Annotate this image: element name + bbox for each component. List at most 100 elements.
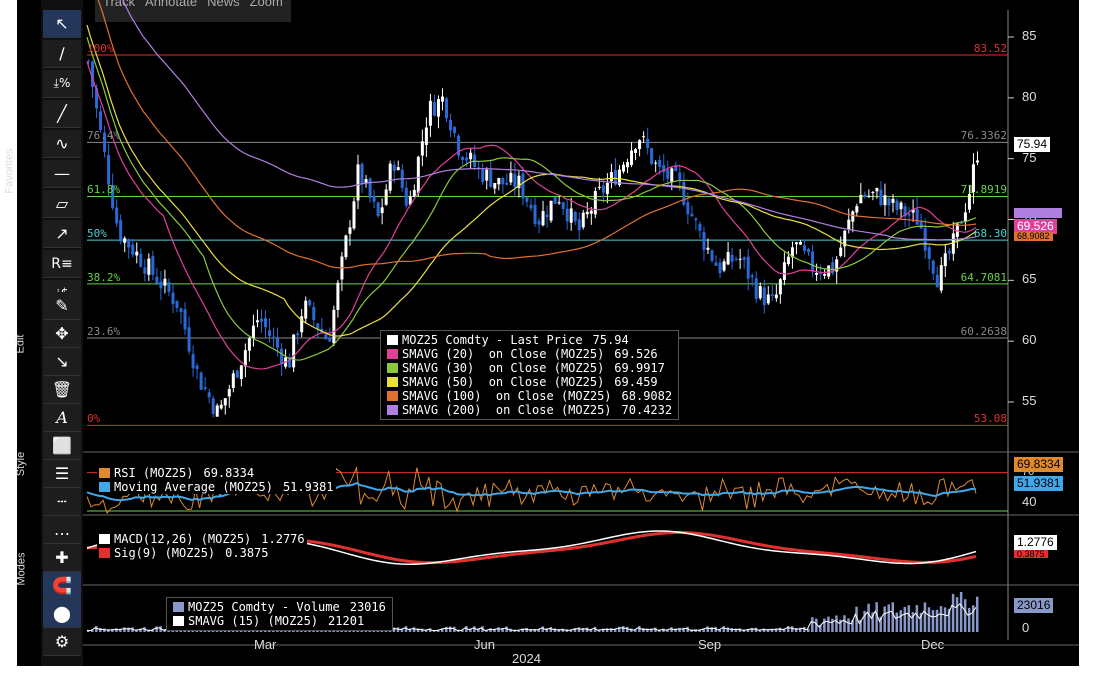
settings-gear-icon[interactable]: ⚙: [43, 628, 81, 656]
move-icon[interactable]: ✥: [43, 320, 81, 348]
legend-label: MOZ25 Comdty - Last Price: [402, 333, 583, 347]
sma200-tag: [1014, 208, 1062, 218]
macd-legend: MACD(12,26) (MOZ25) 1.2776 Sig(9) (MOZ25) 0…: [97, 532, 307, 560]
regression-icon[interactable]: R≡: [43, 250, 81, 278]
legend-label: RSI (MOZ25): [114, 466, 194, 480]
style-tab-label: Style: [15, 451, 28, 477]
fib-pct-label: 100%: [87, 42, 114, 55]
horizontal-line-icon[interactable]: —: [43, 160, 81, 188]
fib-value-label: 53.08: [973, 412, 1007, 426]
price-tick-60: 60: [1022, 332, 1037, 348]
legend-value: 69.459: [614, 375, 658, 389]
sma20-tag: 69.526: [1014, 219, 1057, 234]
crosshair-icon[interactable]: ✚: [43, 544, 81, 572]
legend-swatch: [387, 405, 398, 415]
line-style-icon[interactable]: ┄: [43, 488, 81, 516]
fib-value-label: 60.2638: [960, 324, 1007, 338]
legend-label: MOZ25 Comdty - Volume: [188, 600, 340, 614]
ray-line-icon[interactable]: ↗: [43, 220, 81, 248]
fib-value-label: 76.3362: [960, 129, 1007, 143]
legend-label: MACD(12,26) (MOZ25): [114, 532, 252, 546]
fib-value-label: 64.7081: [960, 270, 1007, 284]
legend-value: 51.9381: [282, 480, 334, 494]
macd-value-tag: 1.2776: [1014, 535, 1057, 550]
modes-tab-label: Modes: [15, 552, 28, 586]
legend-row: SMAVG (100) on Close (MOZ25) 68.9082: [387, 389, 672, 403]
legend-swatch: [99, 534, 110, 544]
legend-label: SMAVG (100) on Close (MOZ25): [402, 389, 612, 403]
channel-icon[interactable]: ▱: [43, 190, 81, 218]
fib-value-label: 68.30: [973, 227, 1007, 241]
zoom-menu-item[interactable]: Zoom: [249, 0, 283, 9]
legend-swatch: [99, 482, 110, 492]
legend-row: MOZ25 Comdty - Last Price 75.94: [387, 333, 672, 347]
legend-label: Sig(9) (MOZ25): [114, 546, 216, 560]
fib-pct-label: 76.4%: [87, 129, 121, 143]
legend-value: 75.94: [592, 333, 629, 347]
side-tab-favorites[interactable]: Favorites: [4, 130, 41, 220]
legend-label: SMAVG (200) on Close (MOZ25): [402, 403, 612, 417]
favorites-tab-label: Favorites: [3, 148, 16, 194]
legend-row: SMAVG (200) on Close (MOZ25) 70.4232: [387, 403, 672, 417]
month-label-dec: Dec: [921, 637, 945, 652]
side-tab-style[interactable]: Style: [15, 440, 41, 490]
legend-swatch: [387, 377, 398, 387]
dotted-line-icon[interactable]: …: [43, 516, 81, 544]
fib-pct-label: 61.8%: [87, 183, 121, 197]
zigzag-line-icon[interactable]: ∿: [43, 130, 81, 158]
volume-legend: MOZ25 Comdty - Volume 23016 SMAVG (15) (MO…: [166, 597, 393, 631]
rsi-value-tag: 69.8334: [1014, 457, 1064, 472]
trash-icon[interactable]: 🗑: [43, 376, 81, 404]
pen-tool-icon[interactable]: ✎: [43, 292, 81, 320]
color-palette-icon[interactable]: ⬤: [43, 600, 81, 628]
price-tick-85: 85: [1022, 28, 1037, 43]
legend-value: 69.8334: [203, 466, 255, 480]
line-weight-icon[interactable]: ☰: [43, 460, 81, 488]
fib-percent-icon[interactable]: ⤓%: [43, 70, 81, 98]
volume-tag: 23016: [1014, 598, 1054, 613]
chart-top-menu: Track Annotate News Zoom: [95, 0, 291, 22]
price-tick-55: 55: [1022, 393, 1037, 408]
legend-value: 21201: [328, 614, 365, 628]
news-menu-item[interactable]: News: [207, 0, 240, 9]
legend-label: SMAVG (50) on Close (MOZ25): [402, 375, 605, 389]
price-tick-80: 80: [1022, 88, 1037, 104]
legend-label: SMAVG (20) on Close (MOZ25): [402, 347, 605, 361]
side-tab-edit[interactable]: Edit: [14, 320, 41, 370]
legend-value: 0.3875: [225, 546, 269, 560]
legend-label: SMAVG (15) (MOZ25): [188, 614, 319, 628]
rsi-legend: RSI (MOZ25) 69.8334 Moving Average (MOZ25)…: [97, 466, 336, 494]
price-legend: MOZ25 Comdty - Last Price 75.94 SMAVG (20)…: [380, 330, 680, 420]
fib-pct-label: 0%: [87, 412, 101, 426]
color-fill-icon[interactable]: ⬜: [43, 432, 81, 460]
annotate-menu-item[interactable]: Annotate: [145, 0, 198, 9]
legend-label: Moving Average (MOZ25): [114, 480, 273, 494]
fib-pct-label: 23.6%: [87, 324, 121, 338]
cursor-arrow-icon[interactable]: ↖: [43, 10, 81, 38]
legend-value: 69.9917: [614, 361, 665, 375]
legend-value: 23016: [349, 600, 386, 614]
trend-line-icon[interactable]: ╱: [43, 100, 81, 128]
price-tick-65: 65: [1022, 271, 1037, 287]
sma100-tag: 68.9082: [1014, 232, 1053, 241]
legend-row: RSI (MOZ25) 69.8334: [99, 466, 334, 480]
magnet-icon[interactable]: 🧲: [43, 572, 81, 600]
month-label-mar: Mar: [254, 637, 277, 652]
fib-pct-label: 50%: [87, 227, 107, 241]
rsi-tick-40: 40: [1022, 494, 1037, 509]
legend-value: 68.9082: [621, 389, 673, 403]
pencil-tool-icon[interactable]: ∕: [43, 40, 81, 68]
legend-value: 69.526: [614, 347, 658, 361]
legend-row: SMAVG (30) on Close (MOZ25) 69.9917: [387, 361, 672, 375]
legend-row: Sig(9) (MOZ25) 0.3875: [99, 546, 305, 560]
legend-row: SMAVG (50) on Close (MOZ25) 69.459: [387, 375, 672, 389]
track-menu-item[interactable]: Track: [103, 0, 136, 9]
year-label: 2024: [512, 651, 541, 666]
legend-value: 1.2776: [261, 532, 305, 546]
text-tool-icon[interactable]: A: [43, 404, 81, 432]
side-tab-modes[interactable]: Modes: [15, 545, 41, 595]
legend-row: SMAVG (15) (MOZ25) 21201: [173, 614, 386, 628]
legend-swatch: [173, 602, 184, 612]
add-point-icon[interactable]: ↘: [43, 348, 81, 376]
legend-swatch: [99, 468, 110, 478]
